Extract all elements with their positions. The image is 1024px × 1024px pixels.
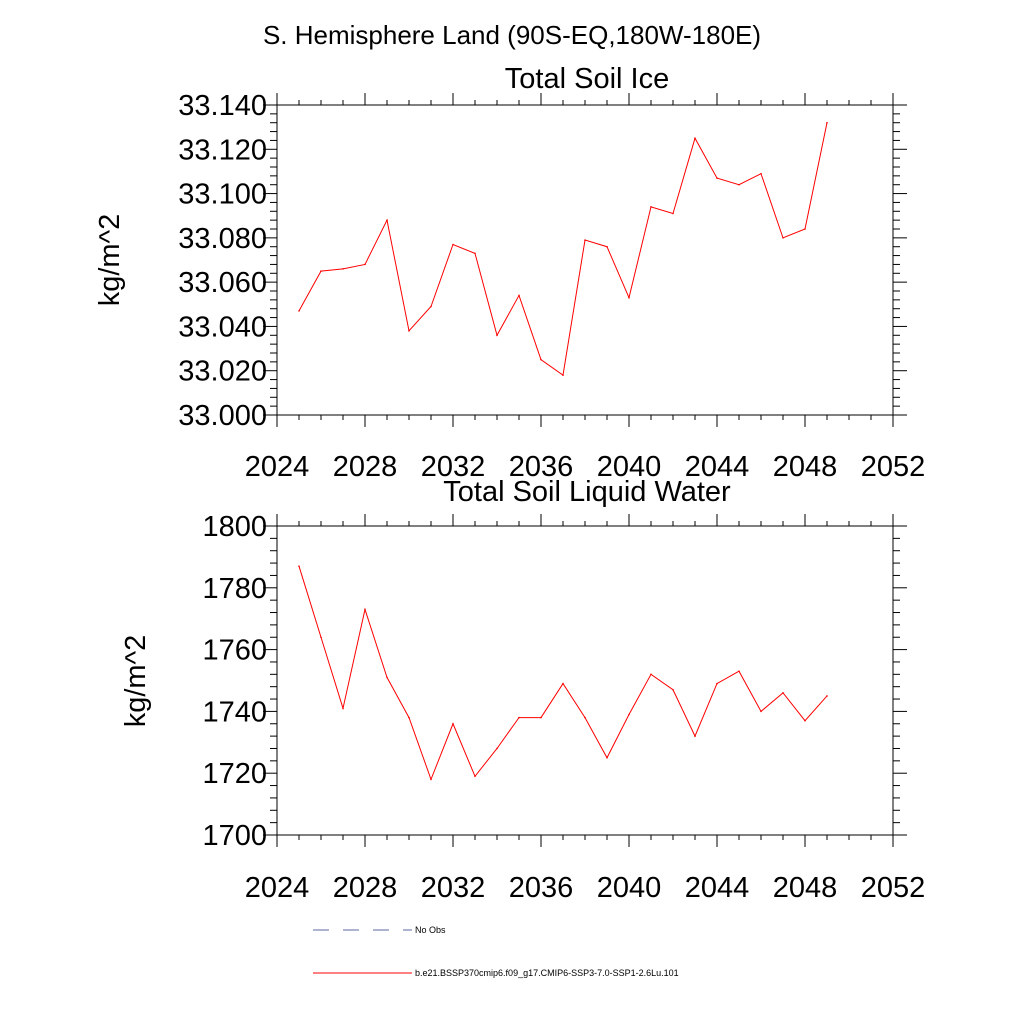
- x-tick-label: 2044: [685, 451, 750, 483]
- series-line: [298, 566, 828, 781]
- data-point: [716, 682, 718, 685]
- data-point: [738, 183, 740, 186]
- data-point: [518, 294, 520, 297]
- data-point: [496, 334, 498, 337]
- data-point: [826, 121, 828, 124]
- data-point: [628, 296, 630, 299]
- y-tick-label: 33.120: [178, 134, 267, 166]
- y-tick-label: 1700: [202, 820, 267, 852]
- data-point: [518, 716, 520, 719]
- data-point: [606, 756, 608, 759]
- data-point: [298, 310, 300, 312]
- data-point: [804, 228, 806, 230]
- legend: No Obs b.e21.BSSP370cmip6.f09_g17.CMIP6-…: [313, 925, 679, 978]
- series-line: [298, 122, 828, 377]
- x-tick-label: 2040: [597, 872, 662, 904]
- x-tick-label: 2048: [773, 451, 838, 483]
- data-point: [474, 775, 476, 778]
- data-point: [782, 237, 784, 239]
- data-point: [474, 252, 476, 255]
- data-point: [496, 747, 498, 750]
- data-point: [782, 692, 784, 694]
- x-tick-label: 2048: [773, 872, 838, 904]
- data-point: [804, 719, 806, 722]
- data-point: [694, 137, 696, 140]
- data-point: [760, 172, 762, 175]
- chart-title: Total Soil Ice: [505, 63, 669, 95]
- data-point: [584, 716, 586, 719]
- x-tick-label: 2036: [509, 872, 574, 904]
- y-axis-label: kg/m^2: [94, 214, 126, 307]
- data-point: [826, 695, 828, 697]
- data-point: [540, 358, 542, 361]
- x-tick-label: 2024: [245, 451, 310, 483]
- x-tick-label: 2036: [509, 451, 574, 483]
- x-tick-label: 2028: [333, 872, 398, 904]
- data-point: [430, 305, 432, 308]
- data-point: [342, 707, 344, 710]
- data-point: [760, 710, 762, 713]
- y-tick-label: 1800: [202, 511, 267, 543]
- data-point: [452, 243, 454, 246]
- data-point: [716, 177, 718, 179]
- data-point: [672, 212, 674, 215]
- figure-title: S. Hemisphere Land (90S-EQ,180W-180E): [263, 20, 761, 50]
- plot-frame: [276, 104, 894, 416]
- x-tick-label: 2032: [421, 451, 486, 483]
- x-tick-label: 2032: [421, 872, 486, 904]
- x-tick-label: 2052: [861, 451, 926, 483]
- data-point: [320, 636, 322, 639]
- data-point: [694, 735, 696, 737]
- chart-panel-total-soil-liquid-water: Total Soil Liquid Water kg/m^2 2024 2028 2…: [120, 476, 925, 904]
- y-tick-label: 33.020: [178, 356, 267, 388]
- data-point: [650, 206, 652, 208]
- legend-label-model-run: b.e21.BSSP370cmip6.f09_g17.CMIP6-SSP3-7.…: [415, 968, 679, 978]
- data-point: [672, 688, 674, 691]
- data-point: [562, 682, 564, 685]
- data-point: [562, 374, 564, 376]
- data-point: [408, 716, 410, 719]
- data-point: [628, 713, 630, 716]
- x-tick-label: 2028: [333, 451, 398, 483]
- data-point: [386, 676, 388, 679]
- chart-panel-total-soil-ice: Total Soil Ice kg/m^2 2024 2028 2032 2036 20…: [94, 63, 925, 483]
- y-tick-label: 1740: [202, 696, 267, 728]
- data-point: [320, 270, 322, 272]
- data-point: [540, 716, 542, 719]
- data-point: [452, 722, 454, 725]
- y-tick-label: 33.100: [178, 179, 267, 211]
- y-tick-label: 1780: [202, 573, 267, 605]
- data-point: [650, 673, 652, 676]
- y-tick-label: 33.140: [178, 90, 267, 122]
- data-point: [364, 263, 366, 266]
- y-axis-label: kg/m^2: [120, 635, 152, 728]
- y-tick-label: 1720: [202, 758, 267, 790]
- data-point: [342, 268, 344, 270]
- data-point: [430, 778, 432, 781]
- y-tick-label: 33.040: [178, 311, 267, 343]
- data-point: [738, 670, 740, 673]
- y-tick-label: 33.000: [178, 400, 267, 432]
- data-point: [606, 245, 608, 248]
- data-point: [364, 608, 366, 611]
- data-point: [298, 565, 300, 567]
- x-tick-label: 2044: [685, 872, 750, 904]
- y-tick-label: 1760: [202, 635, 267, 667]
- chart-title: Total Soil Liquid Water: [443, 476, 731, 508]
- plot-frame: [276, 525, 894, 836]
- data-point: [408, 330, 410, 332]
- y-tick-label: 33.080: [178, 223, 267, 255]
- y-tick-label: 33.060: [178, 267, 267, 299]
- x-tick-label: 2024: [245, 872, 310, 904]
- legend-label-no-obs: No Obs: [415, 925, 446, 935]
- x-tick-label: 2052: [861, 872, 926, 904]
- data-point: [386, 219, 388, 221]
- x-tick-label: 2040: [597, 451, 662, 483]
- data-point: [584, 239, 586, 241]
